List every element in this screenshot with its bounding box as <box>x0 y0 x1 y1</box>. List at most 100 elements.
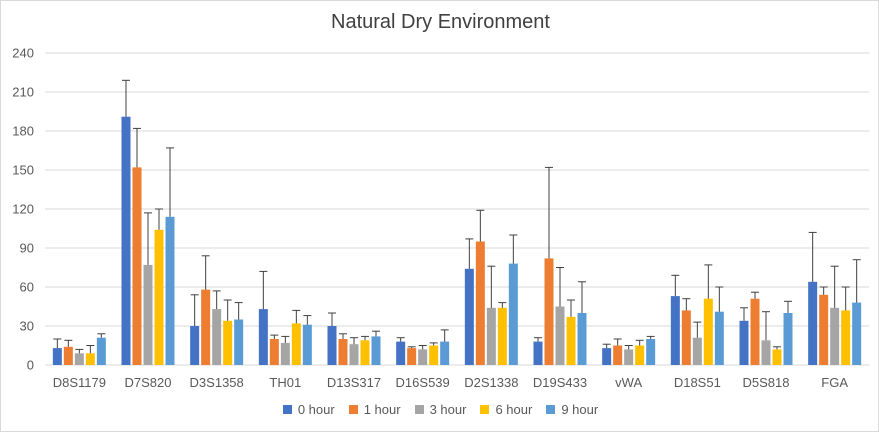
bar <box>475 241 485 365</box>
bar <box>371 336 381 365</box>
legend-item: 1 hour <box>348 402 401 417</box>
bar <box>360 340 370 365</box>
x-tick-label: vWA <box>615 375 642 390</box>
bar <box>750 298 760 365</box>
bar <box>681 310 691 365</box>
bar <box>852 302 862 365</box>
bar <box>613 345 623 365</box>
legend-item: 0 hour <box>282 402 335 417</box>
bar <box>761 340 771 365</box>
legend-label: 6 hour <box>495 402 533 417</box>
bar <box>555 306 565 365</box>
bar <box>52 348 62 365</box>
bar <box>85 353 95 365</box>
bar <box>418 349 428 365</box>
legend-label: 3 hour <box>429 402 467 417</box>
bar <box>692 337 702 365</box>
bar <box>830 307 840 365</box>
bar <box>544 258 554 365</box>
bar <box>291 323 301 365</box>
bar <box>327 326 337 365</box>
bar <box>841 310 851 365</box>
bar <box>703 298 713 365</box>
legend-swatch <box>414 405 424 414</box>
bar <box>646 339 656 365</box>
chart-title: Natural Dry Environment <box>331 11 550 33</box>
x-tick-label: FGA <box>821 375 848 390</box>
x-tick-label: D13S317 <box>327 375 381 390</box>
x-tick-label: D7S820 <box>125 375 172 390</box>
bar <box>154 229 164 365</box>
bar <box>497 307 507 365</box>
x-tick-label: D2S1338 <box>464 375 518 390</box>
bar <box>440 341 450 365</box>
bar <box>819 294 829 365</box>
bar <box>783 313 793 365</box>
legend-label: 9 hour <box>561 402 599 417</box>
bar <box>258 309 268 365</box>
x-tick-label: D19S433 <box>533 375 587 390</box>
bar <box>74 353 84 365</box>
y-tick-label: 120 <box>12 202 34 217</box>
y-tick-label: 90 <box>20 241 34 256</box>
x-tick-label: TH01 <box>269 375 301 390</box>
bar <box>165 216 175 365</box>
y-tick-label: 210 <box>12 85 34 100</box>
legend-swatch <box>282 405 292 414</box>
bar-chart: 0 30 60 90 120 150 180 210 240 D8S1179 D7S820 D3S13… <box>12 46 869 390</box>
x-tick-label: D3S1358 <box>190 375 244 390</box>
legend-swatch <box>348 405 358 414</box>
bar <box>63 346 73 365</box>
legend-item: 3 hour <box>414 402 467 417</box>
bar <box>714 311 724 365</box>
bar <box>739 320 749 365</box>
bar <box>486 307 496 365</box>
y-tick-label: 150 <box>12 163 34 178</box>
bar <box>143 264 153 365</box>
y-tick-label: 60 <box>20 280 34 295</box>
bar <box>624 349 634 365</box>
bar <box>338 339 348 365</box>
y-tick-label: 240 <box>12 46 34 61</box>
bar <box>429 345 439 365</box>
bar <box>670 296 680 365</box>
legend-label: 1 hour <box>363 402 401 417</box>
bar <box>396 341 406 365</box>
bar <box>566 316 576 365</box>
bar <box>234 319 244 365</box>
bar <box>508 263 518 365</box>
x-tick-label: D8S1179 <box>53 375 106 390</box>
bar <box>201 289 211 365</box>
y-tick-label: 30 <box>20 319 34 334</box>
y-tick-label: 0 <box>27 358 34 373</box>
bar <box>407 348 417 365</box>
bar <box>96 337 106 365</box>
bar <box>132 167 142 365</box>
x-tick-label: D18S51 <box>674 375 721 390</box>
bar <box>635 345 645 365</box>
legend-label: 0 hour <box>297 402 335 417</box>
x-tick-label: D16S539 <box>396 375 450 390</box>
bar <box>772 349 782 365</box>
bar <box>602 348 612 365</box>
bar <box>190 326 200 365</box>
bar <box>223 320 233 365</box>
legend-swatch <box>546 405 556 414</box>
legend-item: 9 hour <box>546 402 598 417</box>
bar <box>349 344 359 365</box>
legend-item: 6 hour <box>480 402 532 417</box>
bar <box>464 268 474 365</box>
bar <box>269 339 279 365</box>
y-tick-label: 180 <box>12 124 34 139</box>
bar <box>577 313 587 365</box>
bar <box>280 342 290 365</box>
bar <box>533 341 543 365</box>
x-tick-label: D5S818 <box>743 375 790 390</box>
chart-legend: 0 hour 1 hour 3 hour 6 hour 9 hour <box>1 402 879 417</box>
bar <box>808 281 818 365</box>
bar <box>121 116 131 365</box>
legend-swatch <box>480 405 490 414</box>
bar <box>302 324 312 365</box>
bar <box>212 309 222 365</box>
